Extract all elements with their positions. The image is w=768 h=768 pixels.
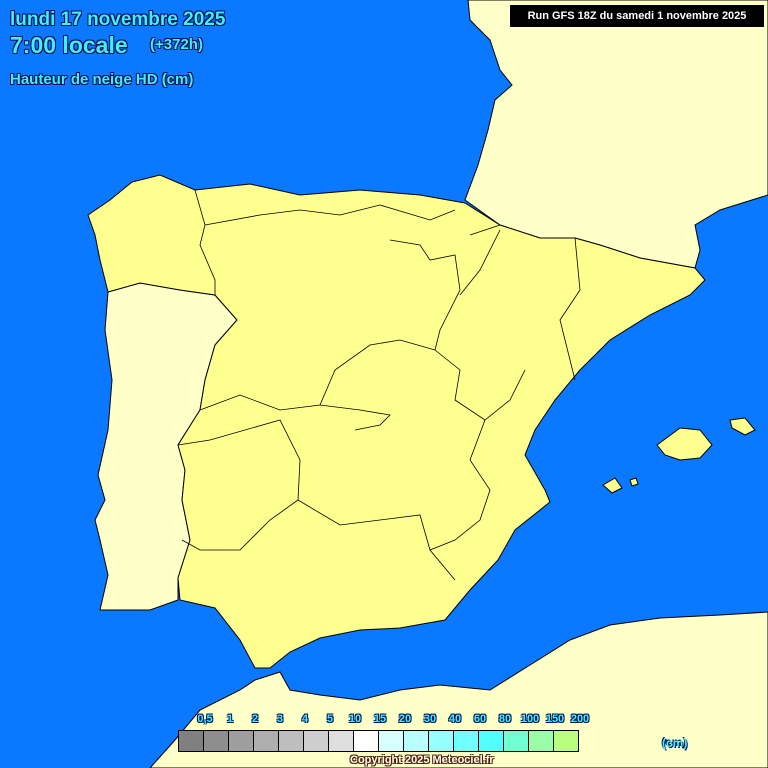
legend-swatch [504,731,529,751]
legend-swatch [354,731,379,751]
legend-swatch [379,731,404,751]
legend-swatch [254,731,279,751]
legend-label: 60 [473,713,487,725]
legend-label: 1 [226,713,234,725]
forecast-date: lundi 17 novembre 2025 [10,9,226,30]
legend-swatch [529,731,554,751]
legend-swatch [404,731,429,751]
forecast-offset: (+372h) [150,36,203,53]
legend-swatch [429,731,454,751]
france-land [464,0,768,269]
legend-label: 30 [423,713,437,725]
legend-label: 40 [448,713,462,725]
copyright: Copyright 2025 Meteociel.fr [350,754,494,766]
legend-label: 2 [251,713,259,725]
legend-label: 150 [545,713,565,725]
mallorca [656,427,713,461]
spain-land [87,174,706,669]
legend-label: 10 [348,713,362,725]
legend-swatch [229,731,254,751]
variable-title: Hauteur de neige HD (cm) [10,71,194,88]
legend-swatch [454,731,479,751]
menorca [729,417,756,436]
legend-label: 0,5 [197,713,213,725]
legend-label: 20 [398,713,412,725]
formentera [629,477,639,487]
forecast-time: 7:00 locale [10,32,128,58]
legend-label: 200 [570,713,590,725]
legend-unit: (cm) [662,736,688,750]
legend-swatch [329,731,354,751]
legend-swatch [554,731,578,751]
legend-swatch [179,731,204,751]
region-borders [177,189,581,581]
ibiza [602,477,623,494]
legend-label: 80 [498,713,512,725]
legend-label: 100 [520,713,540,725]
legend-swatch [304,731,329,751]
legend-swatch [479,731,504,751]
legend-label: 5 [326,713,334,725]
legend-label: 4 [301,713,309,725]
legend-swatch [204,731,229,751]
legend-label: 15 [373,713,387,725]
legend-swatch [279,731,304,751]
legend-label: 3 [276,713,284,725]
africa-land [149,611,768,768]
legend-bar [178,730,579,752]
run-label: Run GFS 18Z du samedi 1 novembre 2025 [510,5,764,27]
